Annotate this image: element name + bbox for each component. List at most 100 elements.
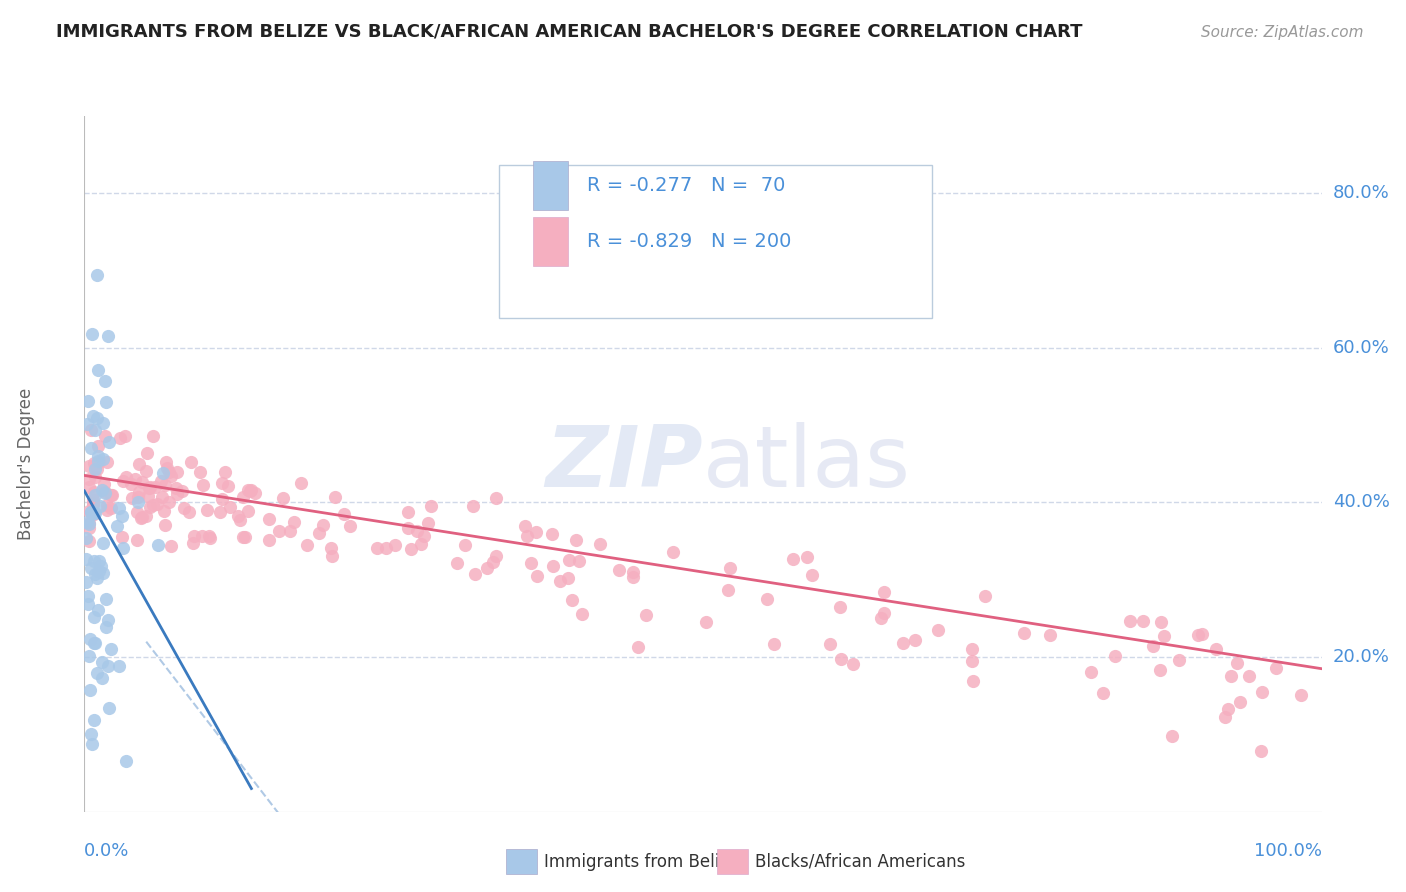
Point: [91, 566, 114, 580]
Point: [475, 561, 498, 575]
Text: Blacks/African Americans: Blacks/African Americans: [755, 853, 966, 871]
Point: [257, 512, 280, 526]
Point: [107, 501, 129, 516]
Point: [333, 507, 356, 521]
Text: IMMIGRANTS FROM BELIZE VS BLACK/AFRICAN AMERICAN BACHELOR'S DEGREE CORRELATION C: IMMIGRANTS FROM BELIZE VS BLACK/AFRICAN …: [56, 22, 1083, 40]
Point: [217, 479, 239, 493]
Point: [526, 524, 548, 539]
Point: [93, 476, 115, 491]
Point: [131, 511, 153, 525]
Point: [211, 491, 233, 506]
Point: [114, 470, 136, 484]
FancyBboxPatch shape: [499, 165, 932, 318]
Point: [188, 465, 211, 479]
Point: [142, 428, 165, 442]
Point: [83, 713, 105, 727]
Point: [166, 466, 188, 480]
Point: [97, 613, 120, 627]
Point: [904, 632, 927, 647]
Point: [94, 429, 117, 443]
Point: [136, 489, 159, 503]
Point: [1191, 627, 1213, 641]
Point: [243, 485, 266, 500]
Point: [662, 545, 685, 559]
Point: [568, 554, 591, 568]
Point: [1251, 685, 1274, 699]
Point: [83, 635, 105, 649]
Point: [181, 536, 204, 550]
Point: [1091, 686, 1114, 700]
Point: [818, 637, 841, 651]
Point: [150, 490, 173, 504]
Point: [636, 607, 658, 622]
Text: Bachelor's Degree: Bachelor's Degree: [17, 388, 35, 540]
Point: [454, 538, 477, 552]
Point: [77, 590, 100, 604]
Point: [87, 439, 110, 453]
Point: [183, 529, 205, 543]
Text: 100.0%: 100.0%: [1254, 842, 1322, 860]
Point: [131, 475, 153, 489]
Point: [82, 409, 104, 423]
Point: [86, 665, 108, 680]
Point: [420, 499, 443, 513]
Text: 60.0%: 60.0%: [1333, 339, 1389, 357]
Point: [1264, 661, 1286, 675]
Point: [463, 499, 485, 513]
Point: [446, 556, 468, 570]
Point: [86, 456, 108, 470]
Point: [280, 524, 302, 539]
Point: [485, 491, 508, 505]
Point: [127, 495, 149, 509]
Point: [128, 457, 150, 471]
Point: [145, 497, 167, 511]
Point: [80, 423, 103, 437]
Point: [1012, 626, 1035, 640]
Point: [89, 554, 111, 568]
Text: 0.0%: 0.0%: [84, 842, 129, 860]
Point: [830, 652, 852, 666]
Point: [718, 561, 741, 575]
Point: [236, 483, 259, 497]
Point: [139, 480, 162, 494]
Point: [83, 554, 105, 568]
Point: [139, 500, 162, 514]
Point: [79, 521, 101, 535]
Point: [782, 552, 804, 566]
Point: [94, 374, 117, 388]
Point: [541, 558, 564, 573]
Point: [1104, 649, 1126, 664]
Point: [108, 431, 131, 445]
Point: [94, 485, 117, 500]
Point: [208, 505, 231, 519]
FancyBboxPatch shape: [533, 217, 568, 266]
Point: [384, 538, 406, 552]
Point: [157, 465, 180, 479]
Point: [91, 536, 114, 550]
Point: [412, 529, 434, 543]
Point: [1167, 653, 1189, 667]
Text: R = -0.277   N =  70: R = -0.277 N = 70: [586, 176, 785, 195]
Text: Source: ZipAtlas.com: Source: ZipAtlas.com: [1201, 25, 1364, 40]
Point: [960, 642, 983, 657]
Point: [319, 541, 342, 555]
Point: [232, 490, 254, 504]
Point: [111, 541, 134, 555]
Point: [159, 468, 181, 483]
Point: [1150, 615, 1173, 629]
Point: [83, 462, 105, 476]
Point: [155, 517, 177, 532]
Point: [100, 488, 122, 502]
Point: [411, 537, 433, 551]
FancyBboxPatch shape: [533, 161, 568, 210]
FancyBboxPatch shape: [506, 849, 537, 874]
Point: [1132, 614, 1154, 628]
Point: [607, 563, 630, 577]
Point: [398, 504, 420, 518]
Point: [526, 569, 548, 583]
Point: [339, 519, 361, 533]
Point: [463, 566, 485, 581]
Point: [214, 466, 236, 480]
Point: [87, 564, 110, 578]
Point: [91, 483, 114, 497]
